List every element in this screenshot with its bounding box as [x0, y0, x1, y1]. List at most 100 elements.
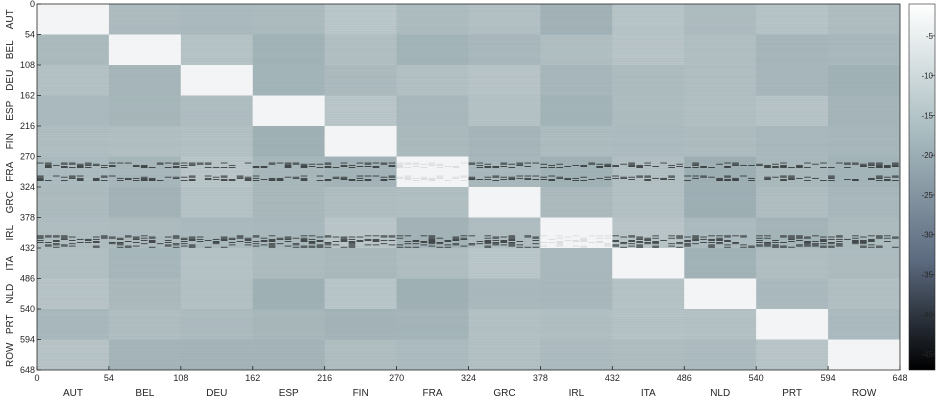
- sparse-band-cell: [260, 237, 268, 239]
- sparse-band-cell: [100, 175, 108, 177]
- sparse-band-cell: [140, 177, 148, 179]
- sparse-band-cell: [340, 246, 348, 248]
- sparse-band-cell: [92, 180, 100, 181]
- sparse-band-cell: [212, 176, 220, 178]
- sparse-band-cell: [100, 237, 108, 239]
- sparse-band-cell: [37, 175, 44, 177]
- sparse-band-cell: [324, 162, 332, 164]
- sparse-band-cell: [820, 236, 827, 238]
- sparse-band-cell: [172, 163, 180, 165]
- sparse-band-cell: [540, 179, 548, 180]
- sparse-band-cell: [580, 164, 588, 166]
- sparse-band-cell: [180, 245, 188, 247]
- sparse-band-cell: [412, 241, 420, 242]
- sparse-band-cell: [700, 166, 707, 167]
- sparse-band-cell: [700, 236, 707, 238]
- sparse-band-cell: [340, 179, 348, 180]
- sparse-band-cell: [812, 244, 819, 246]
- sparse-band-cell: [228, 180, 236, 181]
- sparse-band-cell: [644, 243, 651, 245]
- sparse-band-cell: [380, 179, 388, 180]
- sparse-band-cell: [836, 235, 843, 237]
- sparse-band-cell: [348, 167, 356, 168]
- sparse-band-cell: [316, 246, 324, 248]
- sparse-band-cell: [612, 164, 619, 166]
- sparse-band-cell: [620, 242, 627, 243]
- heatmap-cell-PRT-GRC: [468, 309, 541, 340]
- sparse-band-cell: [860, 245, 867, 247]
- sparse-band-cell: [300, 235, 308, 237]
- sparse-band-cell: [500, 176, 508, 178]
- y-tick-label: 432: [20, 243, 35, 253]
- sparse-band-cell: [628, 179, 635, 180]
- sparse-band-cell: [508, 176, 516, 178]
- y-country-label: NLD: [5, 284, 16, 304]
- sparse-band-cell: [324, 163, 332, 165]
- sparse-band-cell: [884, 176, 891, 178]
- heatmap-cell-NLD-FRA: [396, 278, 469, 309]
- sparse-band-cell: [652, 166, 659, 167]
- sparse-band-cell: [220, 240, 228, 241]
- sparse-band-cell: [340, 236, 348, 238]
- sparse-band-cell: [236, 235, 244, 237]
- sparse-band-cell: [212, 241, 220, 242]
- sparse-band-cell: [132, 238, 140, 240]
- sparse-band-cell: [220, 237, 228, 239]
- sparse-band-cell: [124, 162, 132, 164]
- sparse-band-cell: [316, 241, 324, 242]
- sparse-band-cell: [508, 236, 516, 238]
- sparse-band-cell: [732, 177, 739, 179]
- sparse-band-cell: [76, 179, 84, 180]
- sparse-band-cell: [860, 246, 867, 248]
- sparse-band-cell: [676, 166, 683, 167]
- sparse-band-cell: [340, 162, 348, 164]
- sparse-band-cell: [356, 177, 364, 179]
- sparse-band-cell: [468, 163, 476, 165]
- sparse-band-cell: [604, 179, 611, 180]
- heatmap-cell-ESP-PRT: [756, 95, 829, 126]
- y-country-label: AUT: [5, 9, 16, 29]
- sparse-band-cell: [780, 235, 787, 237]
- sparse-band-cell: [556, 167, 564, 168]
- heatmap-cell-PRT-AUT: [37, 309, 109, 340]
- sparse-band-cell: [612, 166, 619, 167]
- sparse-band-cell: [804, 180, 811, 181]
- sparse-band-cell: [692, 167, 699, 168]
- sparse-band-cell: [52, 235, 60, 237]
- heatmap-cell-ITA-FRA: [396, 248, 469, 279]
- sparse-band-cell: [132, 236, 140, 238]
- sparse-band-cell: [60, 244, 68, 246]
- sparse-band-cell: [732, 235, 739, 237]
- sparse-band-cell: [756, 237, 763, 239]
- sparse-band-cell: [156, 243, 164, 245]
- sparse-band-cell: [172, 177, 180, 179]
- sparse-band-cell: [284, 164, 292, 166]
- sparse-band-cell: [188, 236, 196, 238]
- y-tick-label: 540: [20, 304, 35, 314]
- sparse-band-cell: [556, 163, 564, 165]
- heatmap-cell-ESP-GRC: [468, 95, 541, 126]
- sparse-band-cell: [204, 246, 212, 248]
- sparse-band-cell: [492, 180, 500, 181]
- x-tick-label: 270: [389, 373, 404, 383]
- sparse-band-cell: [860, 236, 867, 238]
- sparse-band-cell: [724, 166, 731, 167]
- sparse-band-cell: [484, 241, 492, 242]
- sparse-band-cell: [404, 235, 412, 237]
- sparse-band-cell: [868, 240, 875, 241]
- sparse-band-cell: [476, 162, 484, 164]
- sparse-band-cell: [68, 162, 76, 164]
- sparse-band-cell: [324, 180, 332, 181]
- sparse-band-cell: [572, 177, 580, 179]
- sparse-band-cell: [796, 240, 803, 241]
- sparse-band-cell: [612, 240, 619, 241]
- sparse-band-cell: [188, 246, 196, 248]
- sparse-band-cell: [60, 180, 68, 181]
- sparse-band-cell: [348, 244, 356, 246]
- heatmap-cell-PRT-IRL: [540, 309, 613, 340]
- x-tick-label: 54: [104, 373, 114, 383]
- sparse-band-cell: [876, 166, 883, 167]
- sparse-band-cell: [532, 243, 540, 245]
- sparse-band-cell: [468, 244, 476, 246]
- sparse-band-cell: [124, 246, 132, 248]
